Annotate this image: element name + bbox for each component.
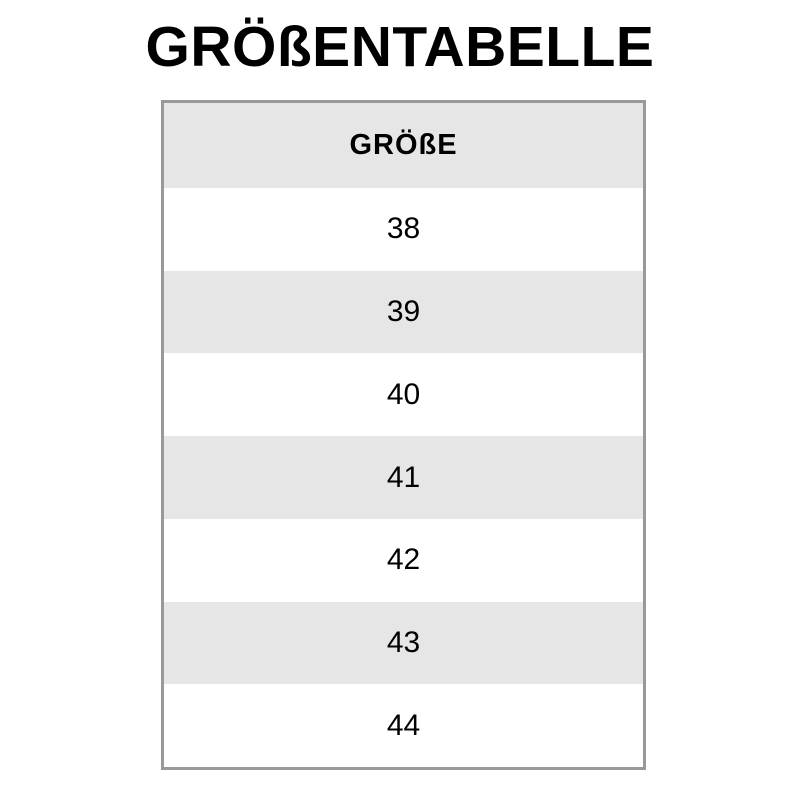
table-row: 42 [164, 518, 643, 602]
table-row: 44 [164, 684, 643, 768]
table-row: 38 [164, 188, 643, 271]
table-row: 39 [164, 270, 643, 354]
size-table-header-cell: GRÖßE [164, 103, 643, 188]
table-row: 40 [164, 353, 643, 437]
size-table-body: 38 39 40 41 42 43 44 [164, 188, 643, 768]
table-row: 43 [164, 601, 643, 685]
page-title: GRÖßENTABELLE [145, 15, 655, 79]
table-row: 41 [164, 436, 643, 519]
size-table: GRÖßE 38 39 40 41 42 43 44 [161, 100, 646, 770]
